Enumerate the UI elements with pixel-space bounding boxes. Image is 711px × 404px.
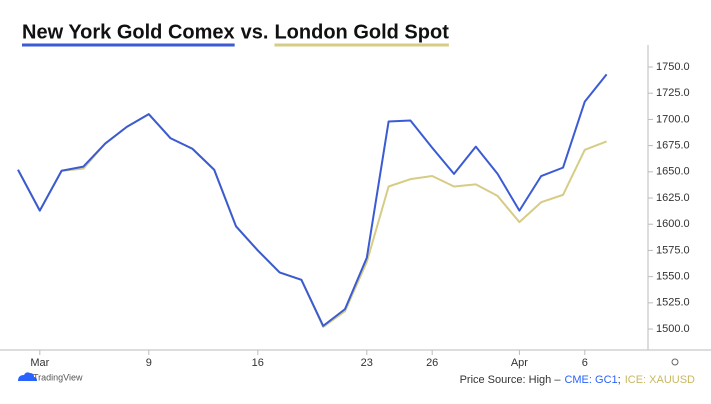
source-separator: ; xyxy=(618,374,621,386)
y-tick-label: 1525.0 xyxy=(656,297,690,309)
price-source: Price Source: High – CME: GC1; ICE: XAUUSD xyxy=(460,374,695,386)
y-tick-label: 1500.0 xyxy=(656,323,690,335)
x-tick-label: 9 xyxy=(146,357,152,369)
x-tick-label: 16 xyxy=(252,357,264,369)
y-tick-label: 1725.0 xyxy=(656,87,690,99)
y-tick-label: 1650.0 xyxy=(656,166,690,178)
y-tick-label: 1625.0 xyxy=(656,192,690,204)
x-tick-label: 26 xyxy=(426,357,438,369)
branding: TradingView xyxy=(33,372,83,382)
source-prefix: Price Source: High – xyxy=(460,374,562,386)
y-tick-label: 1750.0 xyxy=(656,61,690,73)
chart-title: vs. xyxy=(241,21,269,43)
chart-title: New York Gold Comex xyxy=(22,21,235,43)
chart-title: London Gold Spot xyxy=(274,21,449,43)
y-tick-label: 1700.0 xyxy=(656,113,690,125)
series-line xyxy=(17,73,608,327)
source-cme: CME: GC1 xyxy=(564,374,617,386)
x-tick-label: 23 xyxy=(361,357,373,369)
y-tick-label: 1575.0 xyxy=(656,244,690,256)
x-tick-label: 6 xyxy=(582,357,588,369)
source-ice: ICE: XAUUSD xyxy=(625,374,695,386)
tradingview-logo xyxy=(18,372,37,381)
y-tick-label: 1550.0 xyxy=(656,271,690,283)
y-tick-label: 1675.0 xyxy=(656,140,690,152)
y-tick-label: 1600.0 xyxy=(656,218,690,230)
x-tick-label: Apr xyxy=(511,357,528,369)
x-tick-label: Mar xyxy=(30,357,49,369)
settings-icon[interactable] xyxy=(671,358,679,366)
